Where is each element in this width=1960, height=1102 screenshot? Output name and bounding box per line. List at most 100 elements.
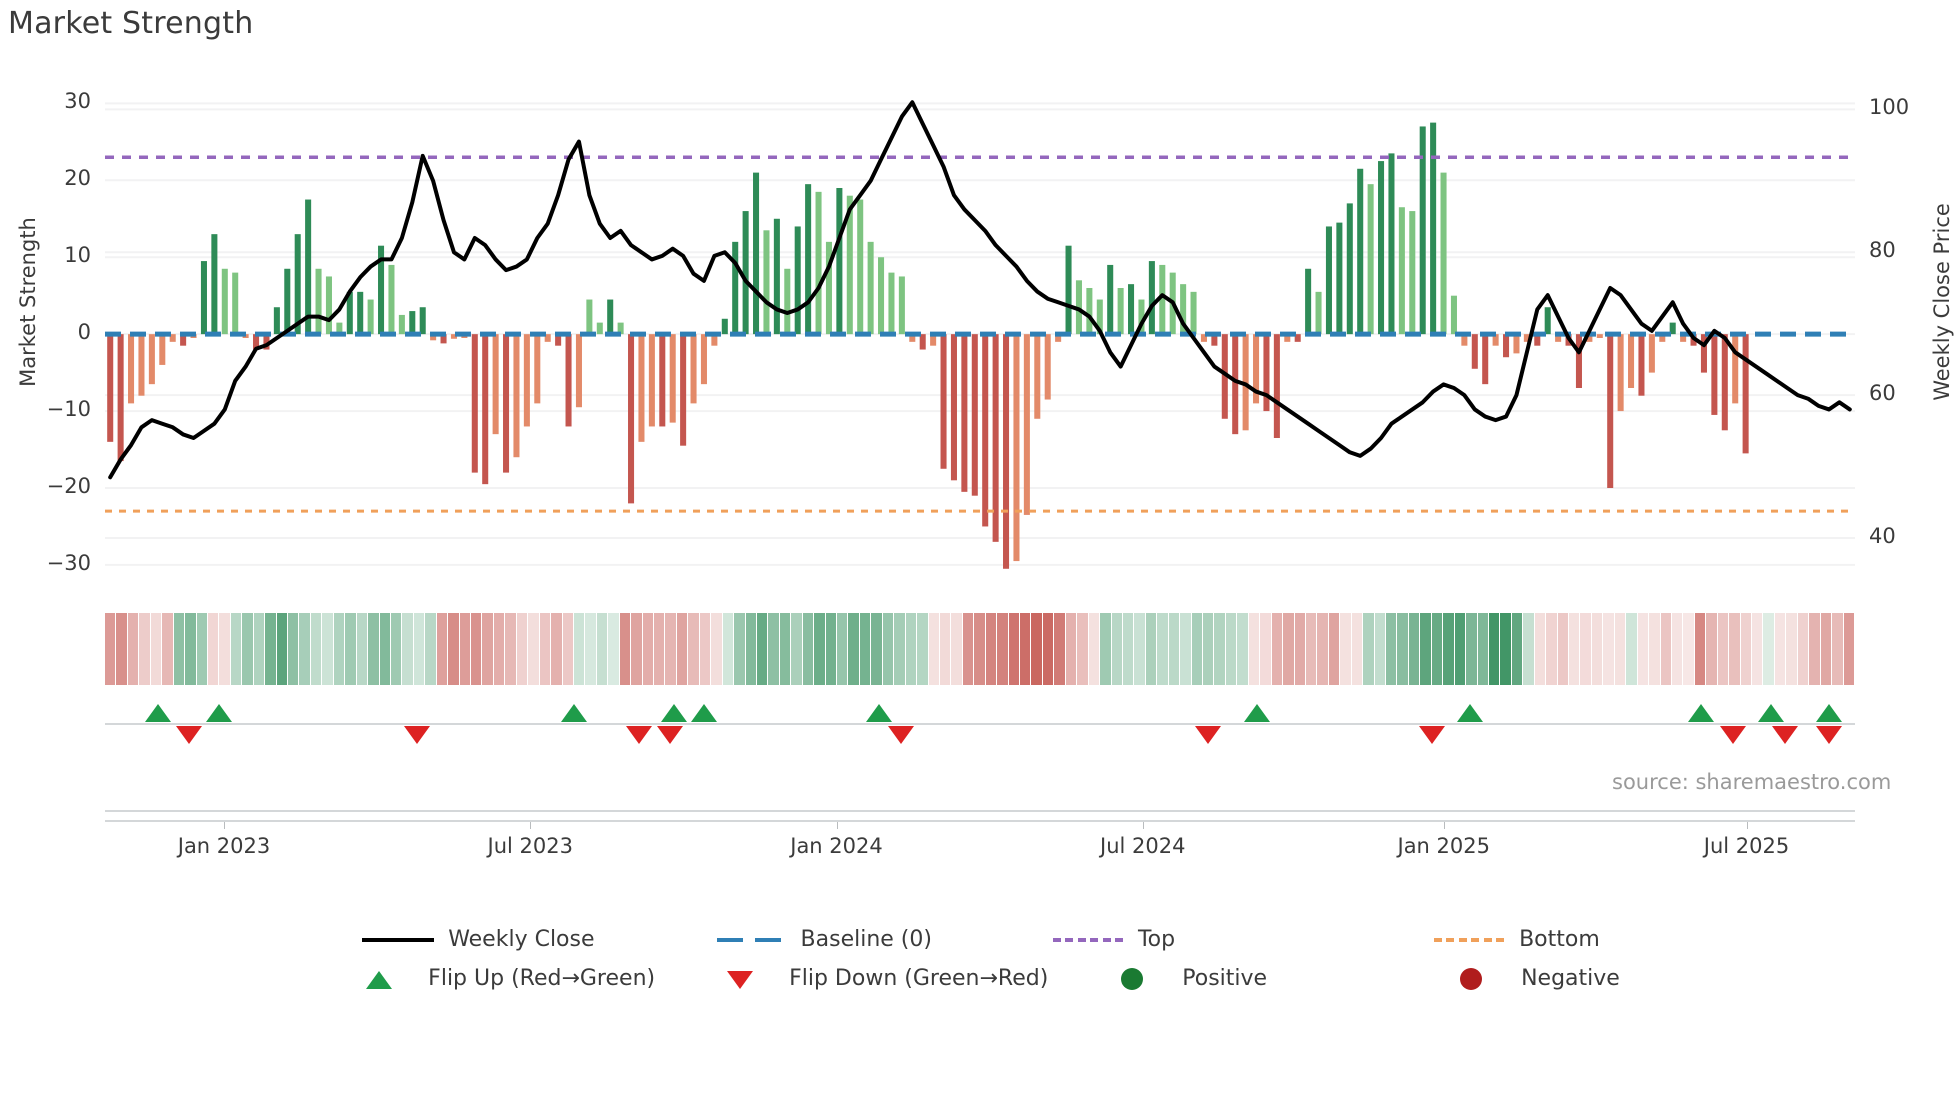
flip-up-marker[interactable] xyxy=(205,704,232,722)
y-left-tick: −20 xyxy=(46,474,91,498)
heat-cell xyxy=(756,613,769,685)
heat-cell xyxy=(585,613,597,685)
flip-down-marker[interactable] xyxy=(1194,726,1221,744)
flip-up-marker[interactable] xyxy=(1758,704,1784,722)
legend-item[interactable]: Negative xyxy=(1433,966,1620,991)
heat-cell xyxy=(482,613,494,685)
heat-cell xyxy=(356,613,369,685)
heat-cell xyxy=(665,613,677,685)
heat-cell xyxy=(1386,613,1398,685)
heat-cell xyxy=(791,613,803,685)
source-attribution: source: sharemaestro.com xyxy=(1612,770,1892,794)
heat-cell xyxy=(1820,613,1833,685)
heat-cell xyxy=(1271,613,1284,685)
legend-label: Negative xyxy=(1521,966,1620,991)
heat-cell xyxy=(1660,613,1672,685)
chart-legend: Weekly Close Baseline (0) Top Bottom Flip U… xyxy=(0,920,1960,998)
flip-down-marker[interactable] xyxy=(1815,726,1842,744)
flip-up-marker[interactable] xyxy=(144,704,171,722)
heat-cell xyxy=(1488,613,1501,685)
heat-cell xyxy=(779,613,792,685)
heat-cell xyxy=(1122,613,1135,685)
heat-cell xyxy=(299,613,311,685)
flip-down-marker[interactable] xyxy=(657,726,684,744)
heat-cell xyxy=(928,613,940,685)
legend-item[interactable]: Top xyxy=(1050,927,1175,952)
flip-up-marker[interactable] xyxy=(1457,704,1483,722)
heat-cell xyxy=(1843,613,1855,685)
flip-up-marker[interactable] xyxy=(1243,704,1270,722)
heat-cell xyxy=(173,613,186,685)
heat-cell xyxy=(459,613,471,685)
flip-up-marker[interactable] xyxy=(690,704,717,722)
y-left-tick: −30 xyxy=(46,550,91,575)
flip-up-marker[interactable] xyxy=(1815,704,1842,722)
x-tick-mark xyxy=(224,820,225,829)
flip-down-marker[interactable] xyxy=(176,726,202,744)
heat-cell xyxy=(505,613,517,685)
heat-cell xyxy=(722,613,735,685)
flip-down-marker[interactable] xyxy=(888,726,915,744)
heat-cell xyxy=(493,613,506,685)
heat-cell xyxy=(1637,613,1650,685)
x-axis: Jan 2023 Jul 2023 Jan 2024 Jul 2024 Jan 2025… xyxy=(105,820,1855,880)
y-left-tick: 30 xyxy=(64,89,91,114)
legend-item[interactable]: Positive xyxy=(1094,966,1267,991)
heat-cell xyxy=(814,613,826,685)
heat-cell xyxy=(1683,613,1695,685)
heat-cell xyxy=(1008,613,1020,685)
flip-down-marker[interactable] xyxy=(1772,726,1798,744)
x-tick-mark xyxy=(1142,820,1144,829)
heat-cell xyxy=(1763,613,1775,685)
heat-cell xyxy=(1100,613,1112,685)
heat-cell xyxy=(825,613,837,685)
heat-cell xyxy=(1614,613,1627,685)
heat-cell xyxy=(139,613,151,685)
heat-cell xyxy=(345,613,357,685)
flip-down-marker[interactable] xyxy=(403,726,430,744)
flip-up-marker[interactable] xyxy=(660,704,687,722)
y-right-tick: 100 xyxy=(1869,95,1910,120)
flip-up-marker[interactable] xyxy=(865,704,892,722)
heat-cell xyxy=(516,613,529,685)
heat-cell xyxy=(1454,613,1467,685)
y-left-tick: 10 xyxy=(64,243,91,268)
heat-cell xyxy=(1260,613,1272,685)
legend-item[interactable]: Bottom xyxy=(1431,927,1600,952)
flip-down-marker[interactable] xyxy=(1418,726,1445,744)
heat-cell xyxy=(1031,613,1043,685)
flip-up-marker[interactable] xyxy=(561,704,587,722)
flip-down-marker[interactable] xyxy=(625,726,652,744)
heat-cell xyxy=(1534,613,1547,685)
heat-cell xyxy=(608,613,620,685)
x-tick-label: Jul 2025 xyxy=(1703,834,1790,858)
heat-cell xyxy=(150,613,163,685)
heat-cell xyxy=(676,613,689,685)
heat-cell xyxy=(1591,613,1604,685)
heat-cell xyxy=(894,613,906,685)
x-tick-label: Jan 2023 xyxy=(177,834,271,858)
legend-item[interactable]: Baseline (0) xyxy=(713,927,932,952)
heat-cell xyxy=(1294,613,1306,685)
legend-item[interactable]: Flip Down (Green→Red) xyxy=(701,966,1048,991)
main-plot-area xyxy=(105,88,1855,588)
heat-cell xyxy=(997,613,1009,685)
y-right-tick: 60 xyxy=(1869,381,1896,406)
flip-up-marker[interactable] xyxy=(1688,704,1714,722)
dotted-line-icon xyxy=(1050,929,1126,951)
legend-label: Baseline (0) xyxy=(800,927,932,952)
solid-line-icon xyxy=(360,929,436,951)
heat-cell xyxy=(471,613,483,685)
heat-cell xyxy=(1649,613,1661,685)
heat-cell xyxy=(1717,613,1730,685)
legend-item[interactable]: Weekly Close xyxy=(360,927,595,952)
heat-cell xyxy=(1477,613,1489,685)
heat-cell xyxy=(1363,613,1375,685)
heat-cell xyxy=(1317,613,1329,685)
heat-cell xyxy=(905,613,918,685)
heat-cell xyxy=(596,613,609,685)
flip-down-marker[interactable] xyxy=(1719,726,1746,744)
heat-cell xyxy=(1706,613,1718,685)
legend-item[interactable]: Flip Up (Red→Green) xyxy=(340,966,655,991)
heat-cell xyxy=(1134,613,1146,685)
